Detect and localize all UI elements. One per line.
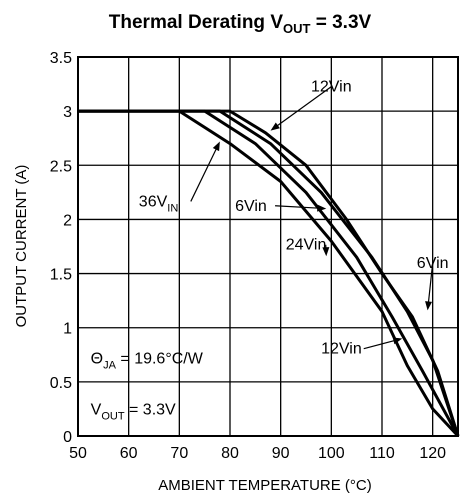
- x-axis-label: AMBIENT TEMPERATURE (°C): [158, 477, 372, 494]
- x-tick-label: 50: [69, 445, 87, 462]
- annotation-label-main: 12Vin: [311, 79, 352, 96]
- annotation-arrowhead: [270, 122, 280, 131]
- x-tick-label: 60: [120, 445, 138, 462]
- x-tick-label: 100: [318, 445, 345, 462]
- annotation-leader: [275, 86, 332, 128]
- info-label-main: V: [91, 401, 102, 418]
- annotations: 12Vin 36VIN 6Vin 24Vin 6Vin 12Vin: [139, 79, 449, 358]
- y-tick-label: 1: [63, 321, 72, 338]
- series-line-36vin: [78, 109, 460, 438]
- info-label: VOUT = 3.3V: [91, 401, 176, 422]
- y-tick-label: 2.5: [50, 158, 72, 175]
- annotation-leader: [190, 147, 218, 202]
- annotation-label: 6Vin: [417, 255, 449, 272]
- annotation-arrowhead: [425, 301, 433, 311]
- y-tick-label: 3.5: [50, 50, 72, 67]
- x-tick-label: 120: [419, 445, 446, 462]
- annotation-label: 36VIN: [139, 193, 179, 214]
- annotation-label-main: 6Vin: [235, 198, 267, 215]
- series-line-24vin: [78, 109, 460, 437]
- info-label-rest: = 19.6°C/W: [116, 350, 204, 367]
- chart-title: Thermal Derating VOUT = 3.3V: [109, 12, 372, 36]
- annotation-leader: [363, 339, 396, 350]
- info-label: ΘJA = 19.6°C/W: [91, 350, 204, 371]
- annotation-leader: [427, 263, 434, 304]
- x-tick-label: 90: [272, 445, 290, 462]
- x-tick-label: 80: [221, 445, 239, 462]
- y-tick-label: 2: [63, 212, 72, 229]
- annotation-label-main: 36V: [139, 193, 168, 210]
- annotation-arrowhead: [322, 247, 330, 257]
- annotation-label-sub: IN: [167, 202, 178, 214]
- x-tick-label: 70: [170, 445, 188, 462]
- series-lines: [78, 109, 460, 438]
- annotation-label-main: 12Vin: [321, 341, 362, 358]
- annotation-label: 12Vin: [321, 341, 362, 358]
- info-label-sub: JA: [103, 359, 117, 371]
- annotation-label: 24Vin: [286, 237, 327, 254]
- series-line-12vin: [78, 109, 460, 437]
- y-axis-label: OUTPUT CURRENT (A): [13, 165, 30, 328]
- info-label-main: Θ: [91, 350, 103, 367]
- x-tick-label: 110: [369, 445, 395, 462]
- info-label-rest: = 3.3V: [125, 401, 176, 418]
- annotation-leader: [275, 205, 320, 209]
- y-tick-label: 0: [63, 429, 72, 446]
- plot-frame: [77, 56, 459, 437]
- info-labels: ΘJA = 19.6°C/W VOUT = 3.3V: [91, 350, 204, 422]
- annotation-label-main: 24Vin: [286, 237, 327, 254]
- grid: [78, 57, 458, 436]
- annotation-label: 12Vin: [311, 79, 352, 96]
- info-label-sub: OUT: [101, 410, 125, 422]
- x-axis-ticks: 50 60 70 80 90 100 110 120: [69, 445, 446, 462]
- annotation-label-main: 6Vin: [417, 255, 449, 272]
- y-axis-ticks: 0 0.5 1 1.5 2 2.5 3 3.5: [50, 50, 72, 446]
- annotation-label: 6Vin: [235, 198, 267, 215]
- annotation-arrowhead: [212, 141, 220, 152]
- y-tick-label: 1.5: [50, 267, 72, 284]
- y-tick-label: 3: [63, 104, 72, 121]
- annotation-arrowhead: [392, 337, 403, 345]
- annotation-arrowhead: [317, 204, 327, 212]
- y-tick-label: 0.5: [50, 375, 72, 392]
